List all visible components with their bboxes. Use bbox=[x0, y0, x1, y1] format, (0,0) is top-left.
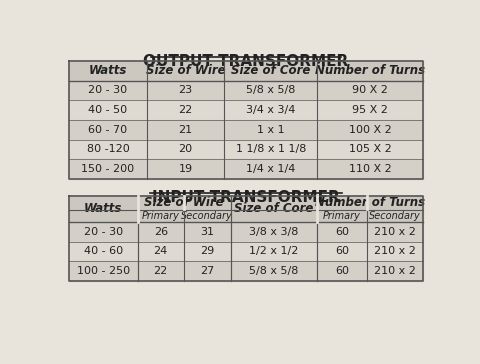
Text: 60: 60 bbox=[335, 246, 349, 256]
Text: 1 x 1: 1 x 1 bbox=[257, 125, 285, 135]
Text: 21: 21 bbox=[179, 125, 192, 135]
Text: 20 - 30: 20 - 30 bbox=[84, 227, 123, 237]
Text: 19: 19 bbox=[179, 164, 192, 174]
Bar bbox=[69, 222, 423, 242]
Bar bbox=[69, 210, 423, 222]
Text: 1/4 x 1/4: 1/4 x 1/4 bbox=[246, 164, 296, 174]
Text: 31: 31 bbox=[200, 227, 214, 237]
Bar bbox=[69, 261, 423, 281]
Bar bbox=[69, 61, 423, 81]
Text: 150 - 200: 150 - 200 bbox=[82, 164, 134, 174]
Text: 3/4 x 3/4: 3/4 x 3/4 bbox=[246, 105, 296, 115]
Text: 60: 60 bbox=[335, 266, 349, 276]
Text: 100 - 250: 100 - 250 bbox=[77, 266, 130, 276]
Text: 1/2 x 1/2: 1/2 x 1/2 bbox=[249, 246, 299, 256]
Text: 20 - 30: 20 - 30 bbox=[88, 86, 128, 95]
Text: 26: 26 bbox=[154, 227, 168, 237]
Text: 100 X 2: 100 X 2 bbox=[348, 125, 391, 135]
Text: 27: 27 bbox=[200, 266, 215, 276]
Text: 20: 20 bbox=[179, 145, 192, 154]
Text: 22: 22 bbox=[154, 266, 168, 276]
Text: 5/8 x 5/8: 5/8 x 5/8 bbox=[246, 86, 296, 95]
Text: 210 x 2: 210 x 2 bbox=[374, 246, 416, 256]
Text: 60 - 70: 60 - 70 bbox=[88, 125, 128, 135]
Text: 29: 29 bbox=[200, 246, 215, 256]
Text: 1 1/8 x 1 1/8: 1 1/8 x 1 1/8 bbox=[236, 145, 306, 154]
Text: 40 - 60: 40 - 60 bbox=[84, 246, 123, 256]
Text: 90 X 2: 90 X 2 bbox=[352, 86, 388, 95]
Text: Size of Wire: Size of Wire bbox=[144, 196, 224, 209]
Text: Secondary: Secondary bbox=[369, 211, 420, 221]
Bar bbox=[69, 81, 423, 100]
Bar bbox=[69, 120, 423, 139]
Text: 210 x 2: 210 x 2 bbox=[374, 266, 416, 276]
Text: Size of Core: Size of Core bbox=[234, 202, 313, 215]
Text: 3/8 x 3/8: 3/8 x 3/8 bbox=[249, 227, 299, 237]
Text: 110 X 2: 110 X 2 bbox=[348, 164, 391, 174]
Text: Size of Wire: Size of Wire bbox=[146, 64, 226, 77]
Text: Watts: Watts bbox=[84, 202, 122, 215]
Bar bbox=[69, 196, 423, 210]
Bar bbox=[69, 159, 423, 179]
Text: Number of Turns: Number of Turns bbox=[315, 64, 425, 77]
Text: Primary: Primary bbox=[323, 211, 361, 221]
Text: Number of Turns: Number of Turns bbox=[315, 196, 425, 209]
Bar bbox=[69, 100, 423, 120]
Text: Primary: Primary bbox=[142, 211, 180, 221]
Text: 23: 23 bbox=[179, 86, 192, 95]
Text: Watts: Watts bbox=[89, 64, 127, 77]
Text: INPUT TRANSFORMER: INPUT TRANSFORMER bbox=[152, 190, 340, 205]
Text: 22: 22 bbox=[179, 105, 192, 115]
Bar bbox=[69, 242, 423, 261]
Text: Secondary: Secondary bbox=[181, 211, 233, 221]
Text: 5/8 x 5/8: 5/8 x 5/8 bbox=[249, 266, 299, 276]
Text: 105 X 2: 105 X 2 bbox=[348, 145, 391, 154]
Text: 24: 24 bbox=[154, 246, 168, 256]
Text: 80 -120: 80 -120 bbox=[87, 145, 130, 154]
Text: 60: 60 bbox=[335, 227, 349, 237]
Text: 210 x 2: 210 x 2 bbox=[374, 227, 416, 237]
Text: 40 - 50: 40 - 50 bbox=[88, 105, 128, 115]
Text: Size of Core: Size of Core bbox=[231, 64, 311, 77]
Bar bbox=[69, 139, 423, 159]
Text: 95 X 2: 95 X 2 bbox=[352, 105, 388, 115]
Text: OUTPUT TRANSFORMER: OUTPUT TRANSFORMER bbox=[144, 54, 348, 69]
